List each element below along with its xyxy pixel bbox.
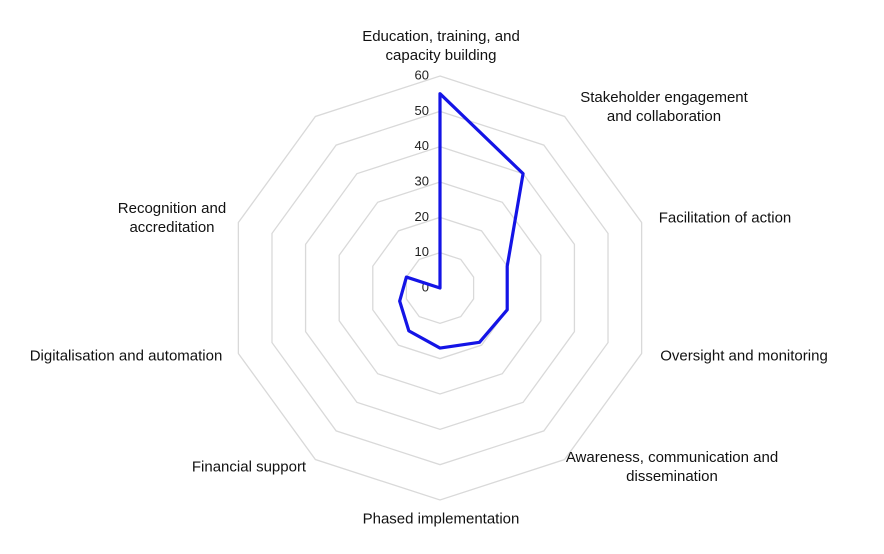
category-label: Facilitation of action bbox=[658, 209, 792, 227]
grid-ring bbox=[338, 181, 542, 395]
r-tick-label: 50 bbox=[415, 103, 429, 118]
grid-ring bbox=[271, 110, 609, 466]
category-label: Financial support bbox=[191, 458, 307, 476]
r-tick-label: 60 bbox=[415, 67, 429, 82]
r-tick-label: 0 bbox=[422, 279, 429, 294]
r-tick-label: 20 bbox=[415, 209, 429, 224]
category-label: Awareness, communication and disseminati… bbox=[565, 449, 779, 485]
grid-ring bbox=[237, 75, 643, 501]
category-label: Stakeholder engagement and collaboration bbox=[580, 89, 748, 125]
category-label: Oversight and monitoring bbox=[660, 347, 828, 365]
category-label: Education, training, and capacity buildi… bbox=[362, 28, 520, 64]
category-label: Digitalisation and automation bbox=[29, 347, 223, 365]
grid-ring bbox=[372, 216, 508, 360]
category-label: Recognition and accreditation bbox=[117, 200, 227, 236]
r-tick-label: 30 bbox=[415, 173, 429, 188]
category-label: Phased implementation bbox=[362, 510, 520, 528]
data-line bbox=[398, 92, 525, 350]
grid-ring bbox=[405, 251, 475, 325]
r-tick-label: 40 bbox=[415, 138, 429, 153]
r-tick-label: 10 bbox=[415, 244, 429, 259]
grid-ring bbox=[304, 145, 576, 431]
